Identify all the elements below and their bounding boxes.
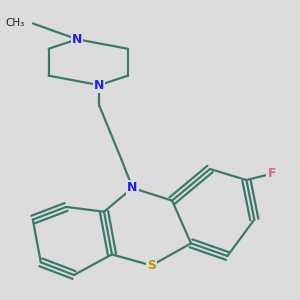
- Text: N: N: [94, 79, 104, 92]
- Text: N: N: [72, 33, 82, 46]
- Text: N: N: [127, 182, 138, 194]
- Text: CH₃: CH₃: [6, 19, 25, 28]
- Text: F: F: [268, 167, 276, 180]
- Text: S: S: [147, 259, 156, 272]
